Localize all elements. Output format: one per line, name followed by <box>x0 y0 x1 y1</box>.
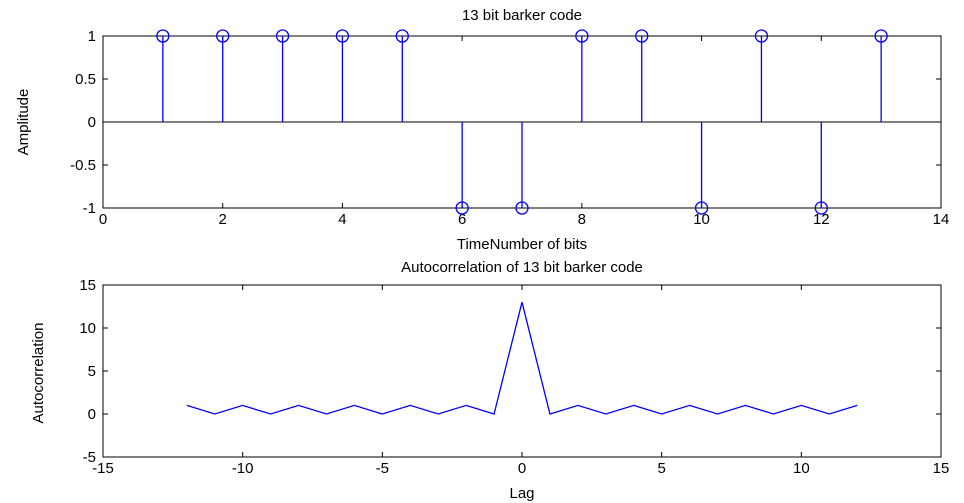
y-tick-label: 15 <box>79 277 96 294</box>
chart-title: Autocorrelation of 13 bit barker code <box>401 259 643 276</box>
stem-plot-barker-code: 0 2 4 6 8 10 12 14 -1 -0.5 0 0.5 1 13 bit barker code… <box>15 7 949 253</box>
x-tick-label: 10 <box>793 460 810 477</box>
chart-title: 13 bit barker code <box>462 7 582 24</box>
axes-box <box>102 284 942 458</box>
line-plot-autocorrelation: -15 -10 -5 0 5 10 15 -5 0 5 10 15 Autocorrelation of… <box>30 259 949 502</box>
stem-marker <box>874 29 888 43</box>
stem-marker <box>814 201 828 215</box>
y-tick-label: 1 <box>88 28 96 45</box>
stem-marker <box>515 201 529 215</box>
x-axis-label: TimeNumber of bits <box>457 236 587 253</box>
x-tick-label: 12 <box>813 211 830 228</box>
y-tick-label: -0.5 <box>70 157 96 174</box>
stem-marker <box>635 29 649 43</box>
y-tick-label: 0 <box>88 406 96 423</box>
autocorrelation-line <box>186 302 858 415</box>
y-axis-label: Autocorrelation <box>30 323 47 424</box>
stem-marker <box>395 29 409 43</box>
y-tick-label: 10 <box>79 320 96 337</box>
x-tick-label: 14 <box>933 211 950 228</box>
stem-marker <box>275 29 290 43</box>
stem-marker <box>216 29 230 43</box>
x-tick-label: 2 <box>219 211 227 228</box>
x-tick-label: 0 <box>518 460 526 477</box>
y-tick-label: -1 <box>83 200 96 217</box>
stem-marker <box>156 29 170 43</box>
x-tick-label: 4 <box>338 211 346 228</box>
x-tick-label: 10 <box>693 211 710 228</box>
x-axis-label: Lag <box>509 485 534 502</box>
stem-marker <box>575 29 589 43</box>
x-tick-label: 15 <box>933 460 950 477</box>
stem-marker <box>335 29 350 43</box>
stem-marker <box>455 201 469 215</box>
y-tick-label: 0 <box>88 114 96 131</box>
y-tick-label: 5 <box>88 363 96 380</box>
y-tick-label: -5 <box>83 449 96 466</box>
x-tick-label: 0 <box>99 211 107 228</box>
x-tick-label: 8 <box>578 211 586 228</box>
x-tick-label: -10 <box>232 460 254 477</box>
y-tick-label: 0.5 <box>75 71 96 88</box>
x-tick-label: 5 <box>657 460 665 477</box>
x-tick-label: 6 <box>458 211 466 228</box>
stem-marker <box>754 29 769 43</box>
y-axis-label: Amplitude <box>15 89 32 156</box>
stem-marker <box>694 201 709 215</box>
x-tick-label: -15 <box>92 460 114 477</box>
x-tick-label: -5 <box>376 460 389 477</box>
